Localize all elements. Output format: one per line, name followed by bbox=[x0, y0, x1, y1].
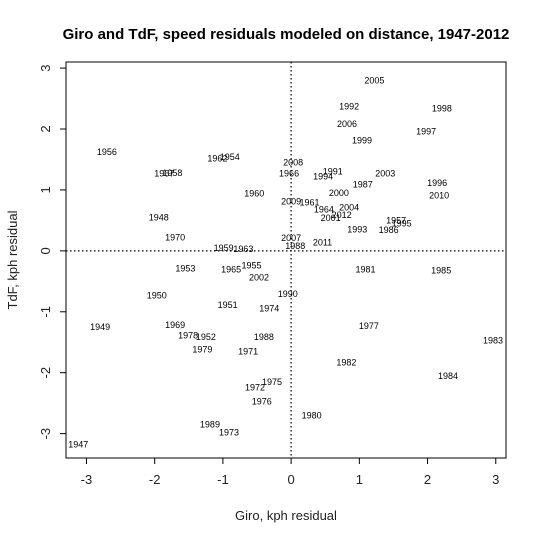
point-label: 1995 bbox=[392, 218, 412, 228]
point-label: 1972 bbox=[245, 382, 265, 392]
point-label: 1966 bbox=[279, 168, 299, 178]
point-label: 1999 bbox=[352, 136, 372, 146]
point-label: 2007 bbox=[281, 233, 301, 243]
point-label: 1977 bbox=[359, 321, 379, 331]
point-label: 2000 bbox=[329, 188, 349, 198]
x-tick-label: 2 bbox=[424, 472, 431, 487]
y-tick-label: -2 bbox=[38, 367, 53, 379]
point-label: 1979 bbox=[192, 345, 212, 355]
point-label: 2010 bbox=[429, 190, 449, 200]
y-tick-label: 3 bbox=[38, 64, 53, 71]
x-axis: -3 -2 -1 0 1 2 3 bbox=[81, 458, 499, 487]
x-tick-label: 3 bbox=[492, 472, 499, 487]
point-label: 1959 bbox=[214, 243, 234, 253]
point-label: 1997 bbox=[416, 126, 436, 136]
x-tick-label: -2 bbox=[149, 472, 161, 487]
point-label: 2012 bbox=[332, 210, 352, 220]
point-label: 1956 bbox=[97, 147, 117, 157]
point-label: 1950 bbox=[147, 290, 167, 300]
point-label: 1991 bbox=[323, 167, 343, 177]
point-label: 1983 bbox=[483, 335, 503, 345]
point-label: 2003 bbox=[375, 168, 395, 178]
point-label: 1985 bbox=[431, 265, 451, 275]
point-label: 1986 bbox=[379, 225, 399, 235]
plot-frame bbox=[65, 61, 507, 459]
point-label: 1976 bbox=[252, 396, 272, 406]
point-label: 1988 bbox=[254, 332, 274, 342]
point-label: 1974 bbox=[259, 304, 279, 314]
point-label: 2002 bbox=[249, 273, 269, 283]
y-axis: -3 -2 -1 0 1 2 3 bbox=[38, 64, 66, 439]
y-tick-label: -1 bbox=[38, 306, 53, 318]
point-label: 1971 bbox=[238, 346, 258, 356]
point-label: 1957 bbox=[386, 215, 406, 225]
x-tick-label: 1 bbox=[356, 472, 363, 487]
y-tick-label: -3 bbox=[38, 428, 53, 440]
point-label: 2009 bbox=[281, 197, 301, 207]
point-label: 2001 bbox=[321, 213, 341, 223]
point-label: 1967 bbox=[154, 168, 174, 178]
point-label: 1993 bbox=[347, 225, 367, 235]
point-label: 1953 bbox=[175, 264, 195, 274]
y-tick-label: 2 bbox=[38, 125, 53, 132]
point-label: 1964 bbox=[314, 204, 334, 214]
point-label: 2004 bbox=[339, 203, 359, 213]
point-label: 1951 bbox=[218, 300, 238, 310]
point-label: 1949 bbox=[90, 322, 110, 332]
point-label: 1990 bbox=[278, 289, 298, 299]
point-label: 1998 bbox=[432, 103, 452, 113]
x-tick-label: -1 bbox=[217, 472, 229, 487]
point-label: 1963 bbox=[233, 244, 253, 254]
x-tick-label: 0 bbox=[287, 472, 294, 487]
point-label: 2008 bbox=[283, 158, 303, 168]
point-label: 1952 bbox=[196, 332, 216, 342]
point-label: 1962 bbox=[207, 153, 227, 163]
point-label: 1958 bbox=[162, 168, 182, 178]
point-label: 1969 bbox=[165, 320, 185, 330]
x-tick-label: -3 bbox=[81, 472, 93, 487]
point-label: 1970 bbox=[165, 232, 185, 242]
point-label: 1980 bbox=[302, 410, 322, 420]
point-label: 2005 bbox=[364, 75, 384, 85]
point-label: 1975 bbox=[262, 377, 282, 387]
point-label: 1989 bbox=[200, 419, 220, 429]
point-label: 1948 bbox=[149, 212, 169, 222]
point-label: 1987 bbox=[353, 179, 373, 189]
point-label: 1955 bbox=[242, 260, 262, 270]
point-label: 1947 bbox=[68, 440, 88, 450]
y-tick-label: 0 bbox=[38, 247, 53, 254]
point-label: 1960 bbox=[244, 189, 264, 199]
point-label: 2011 bbox=[313, 237, 332, 247]
point-label: 1994 bbox=[313, 172, 333, 182]
point-label: 1984 bbox=[438, 371, 458, 381]
chart-title: Giro and TdF, speed residuals modeled on… bbox=[63, 26, 510, 43]
point-label: 1996 bbox=[427, 178, 447, 188]
point-label: 2006 bbox=[337, 119, 357, 129]
x-axis-label: Giro, kph residual bbox=[235, 508, 337, 523]
point-label: 1965 bbox=[221, 265, 241, 275]
y-tick-label: 1 bbox=[38, 186, 53, 193]
point-label: 1982 bbox=[336, 357, 356, 367]
point-label: 1988 bbox=[285, 241, 305, 251]
y-axis-label: TdF, kph residual bbox=[5, 210, 20, 309]
point-label: 1978 bbox=[178, 331, 198, 341]
point-label: 1992 bbox=[339, 101, 359, 111]
reference-lines bbox=[66, 62, 506, 458]
point-label: 1981 bbox=[355, 265, 375, 275]
point-label: 1973 bbox=[219, 427, 239, 437]
point-label: 1961 bbox=[300, 198, 320, 208]
point-label: 1954 bbox=[220, 152, 240, 162]
